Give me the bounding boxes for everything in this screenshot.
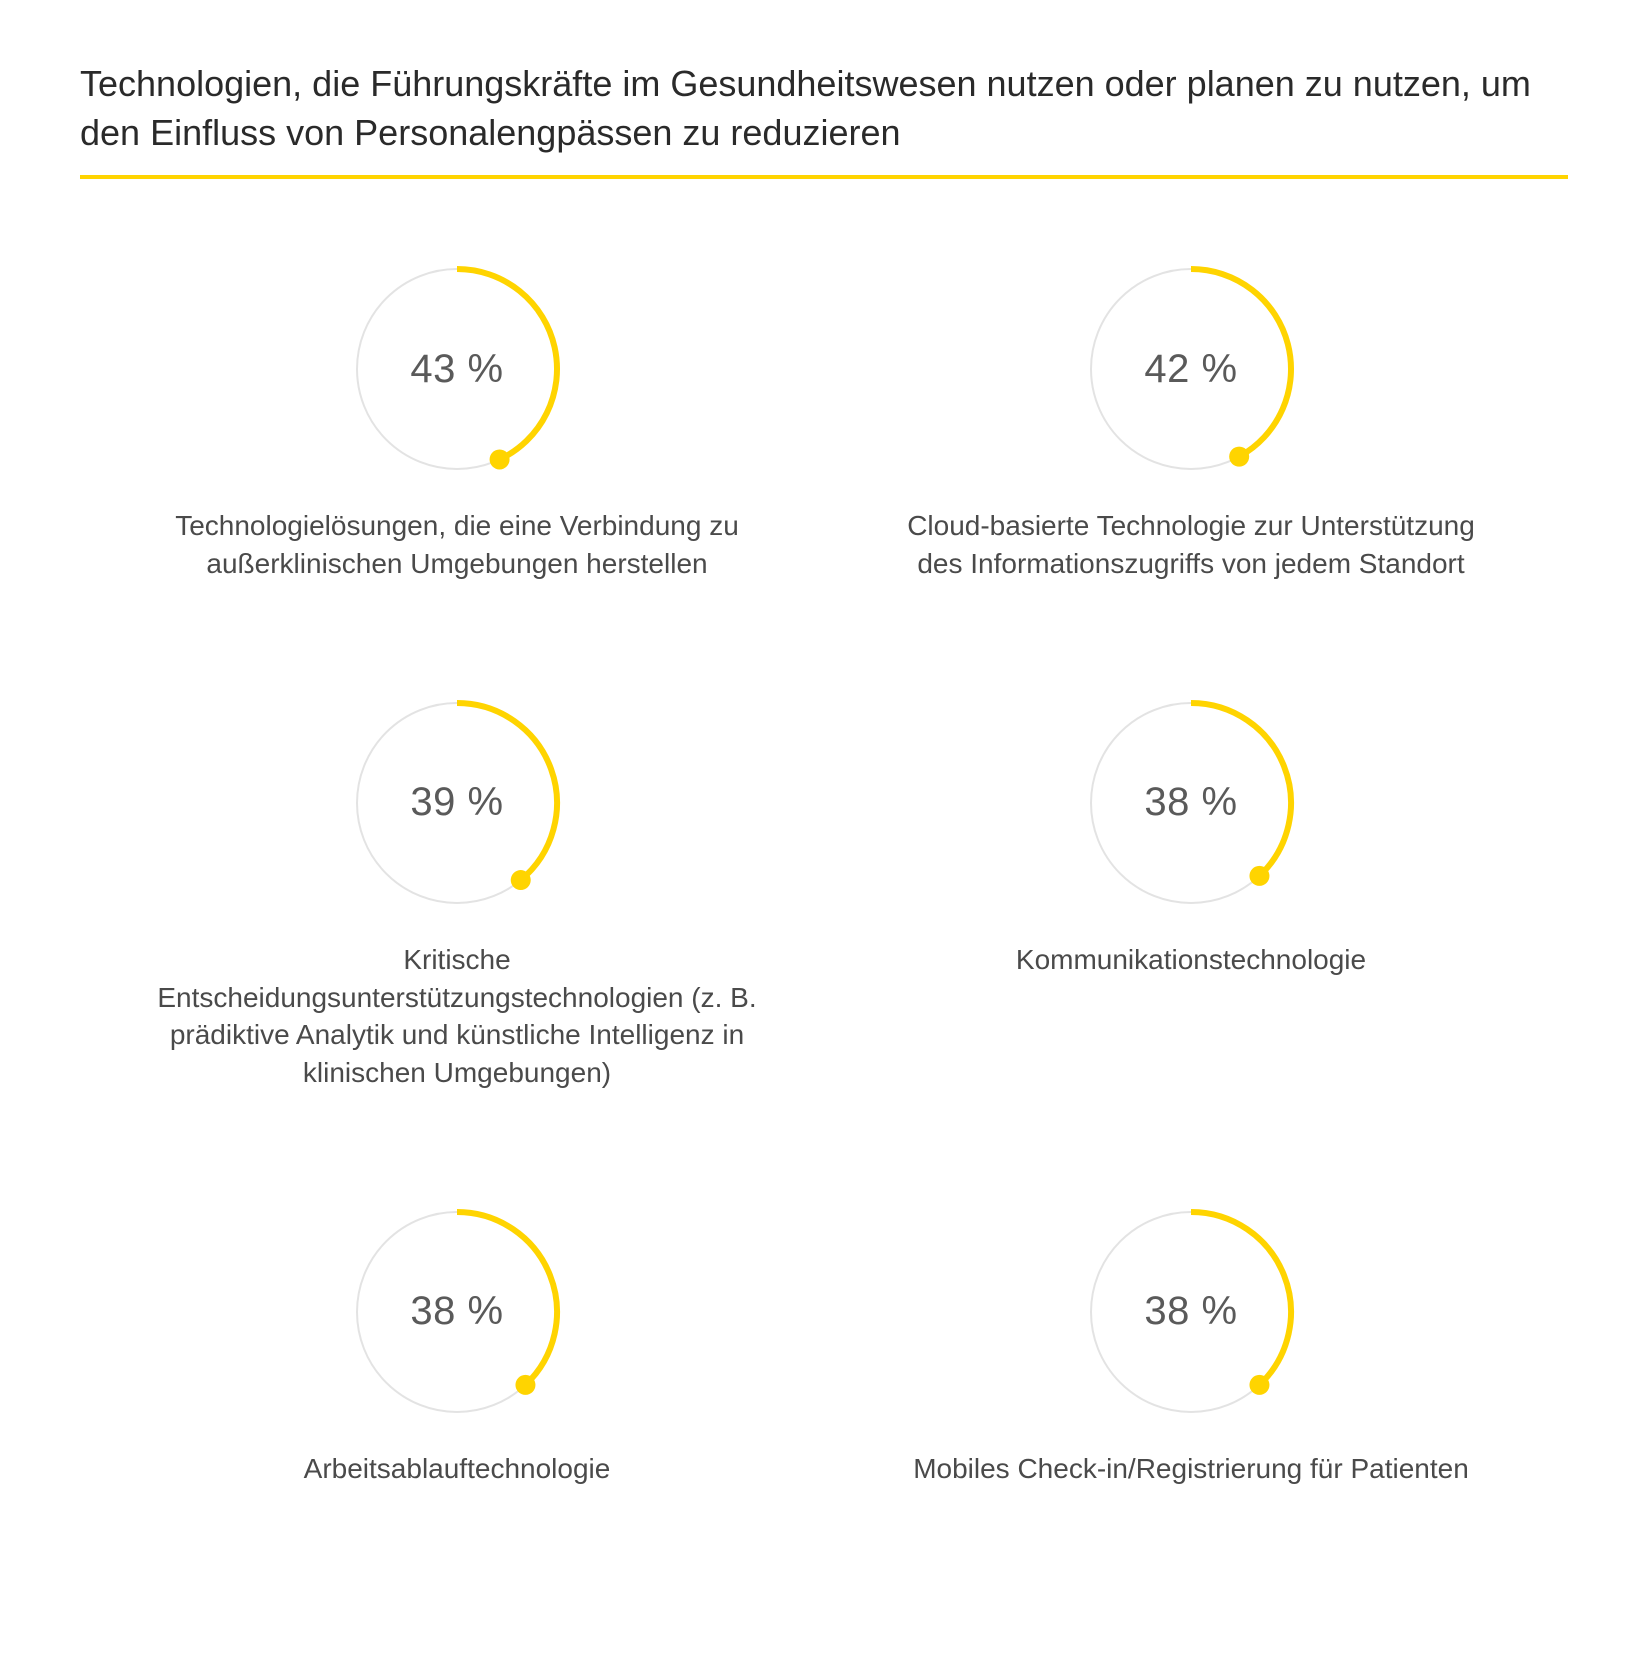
- donut-chart: 38 %: [1081, 1202, 1301, 1422]
- donut-value: 39 %: [347, 693, 567, 913]
- donut-caption: Technologielösungen, die eine Verbindung…: [157, 507, 757, 583]
- donut-item: 38 % Mobiles Check-in/Registrierung für P…: [854, 1202, 1528, 1488]
- donut-caption: Arbeitsablauftechnologie: [304, 1450, 611, 1488]
- donut-value: 38 %: [1081, 693, 1301, 913]
- donut-value: 42 %: [1081, 259, 1301, 479]
- donut-chart: 38 %: [347, 1202, 567, 1422]
- donut-item: 39 % Kritische Entscheidungsunterstützung…: [120, 693, 794, 1092]
- donut-caption: Kritische Entscheidungsunterstützungstec…: [157, 941, 757, 1092]
- donut-value: 43 %: [347, 259, 567, 479]
- donut-value: 38 %: [1081, 1202, 1301, 1422]
- donut-item: 38 % Kommunikationstechnologie: [854, 693, 1528, 1092]
- donut-caption: Cloud-basierte Technologie zur Unterstüt…: [891, 507, 1491, 583]
- donut-item: 43 % Technologielösungen, die eine Verbin…: [120, 259, 794, 583]
- donut-item: 38 % Arbeitsablauftechnologie: [120, 1202, 794, 1488]
- donut-caption: Mobiles Check-in/Registrierung für Patie…: [913, 1450, 1469, 1488]
- donut-value: 38 %: [347, 1202, 567, 1422]
- donut-grid: 43 % Technologielösungen, die eine Verbin…: [80, 259, 1568, 1488]
- donut-caption: Kommunikationstechnologie: [1016, 941, 1366, 979]
- donut-chart: 39 %: [347, 693, 567, 913]
- title-underline: [80, 175, 1568, 179]
- donut-chart: 42 %: [1081, 259, 1301, 479]
- chart-title: Technologien, die Führungskräfte im Gesu…: [80, 60, 1568, 157]
- donut-chart: 43 %: [347, 259, 567, 479]
- donut-item: 42 % Cloud-basierte Technologie zur Unter…: [854, 259, 1528, 583]
- donut-chart: 38 %: [1081, 693, 1301, 913]
